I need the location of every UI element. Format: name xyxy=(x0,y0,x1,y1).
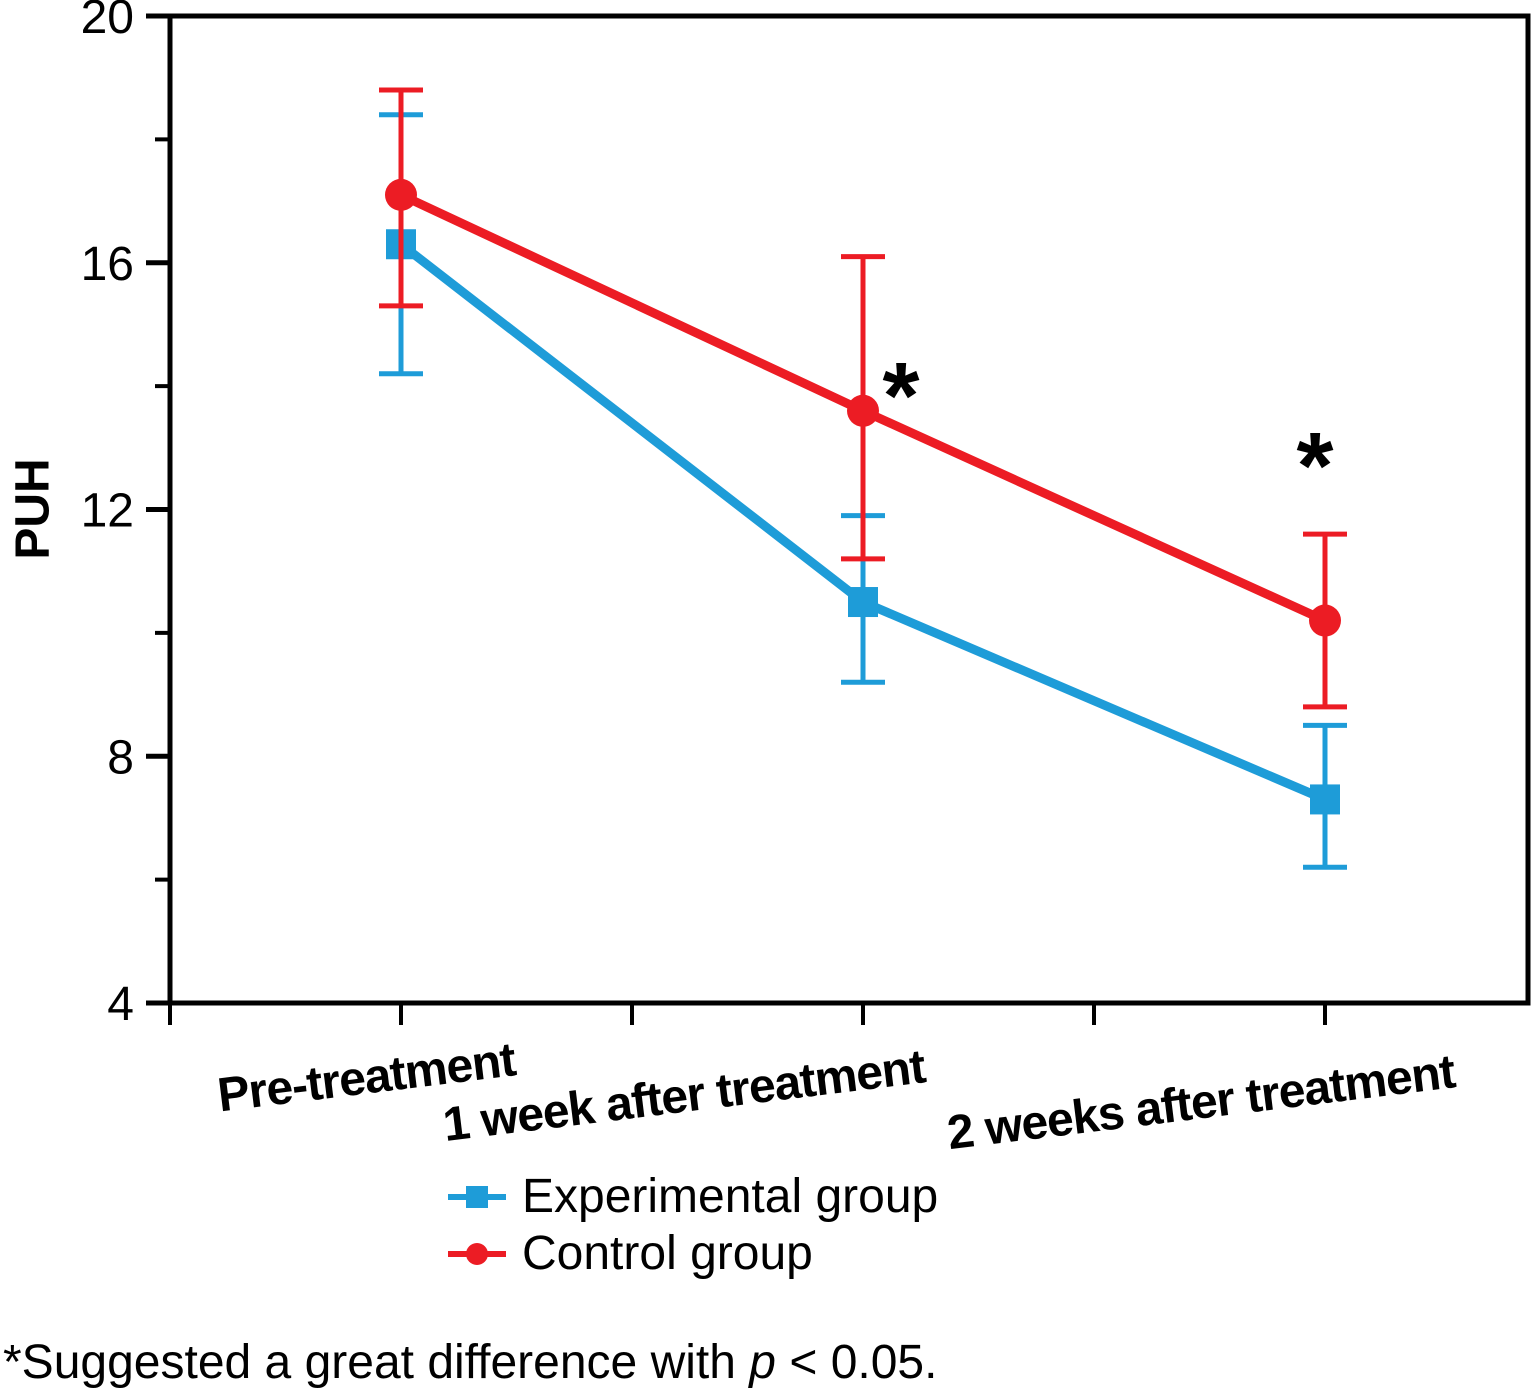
data-point-circle xyxy=(385,178,417,211)
footnote-suffix: < 0.05. xyxy=(775,1336,938,1389)
control-marker-icon xyxy=(448,1242,506,1266)
y-tick-label: 4 xyxy=(107,978,134,1031)
data-point-square xyxy=(1310,784,1340,815)
data-point-circle xyxy=(1309,604,1341,637)
circle-marker-icon xyxy=(466,1242,488,1265)
data-point-square xyxy=(848,587,878,618)
legend-label-experimental: Experimental group xyxy=(522,1170,939,1223)
legend: Experimental group Control group xyxy=(448,1168,938,1282)
legend-item-experimental: Experimental group xyxy=(448,1168,938,1225)
legend-label-control: Control group xyxy=(522,1227,813,1280)
y-tick-label: 16 xyxy=(81,238,134,291)
legend-item-control: Control group xyxy=(448,1225,938,1282)
experimental-marker-icon xyxy=(448,1185,506,1209)
y-axis-ticks: 20 16 12 8 4 xyxy=(81,0,170,1031)
data-point-circle xyxy=(847,394,879,427)
footnote-p-symbol: p xyxy=(749,1336,776,1389)
square-marker-icon xyxy=(466,1185,488,1208)
axes: 20 16 12 8 4 xyxy=(81,0,1327,1031)
y-tick-label: 12 xyxy=(81,485,134,538)
footnote: *Suggested a great difference with p < 0… xyxy=(3,1337,937,1389)
series-control-group xyxy=(379,87,1347,710)
y-tick-label: 20 xyxy=(81,0,134,44)
y-axis-label: PUH xyxy=(6,458,60,560)
y-tick-label: 8 xyxy=(107,731,134,784)
footnote-prefix: *Suggested a great difference with xyxy=(3,1336,750,1389)
significance-asterisk: * xyxy=(1296,412,1334,519)
plot-box xyxy=(167,13,1531,1006)
x-axis-ticks xyxy=(168,1003,1327,1025)
significance-asterisk: * xyxy=(882,342,920,449)
